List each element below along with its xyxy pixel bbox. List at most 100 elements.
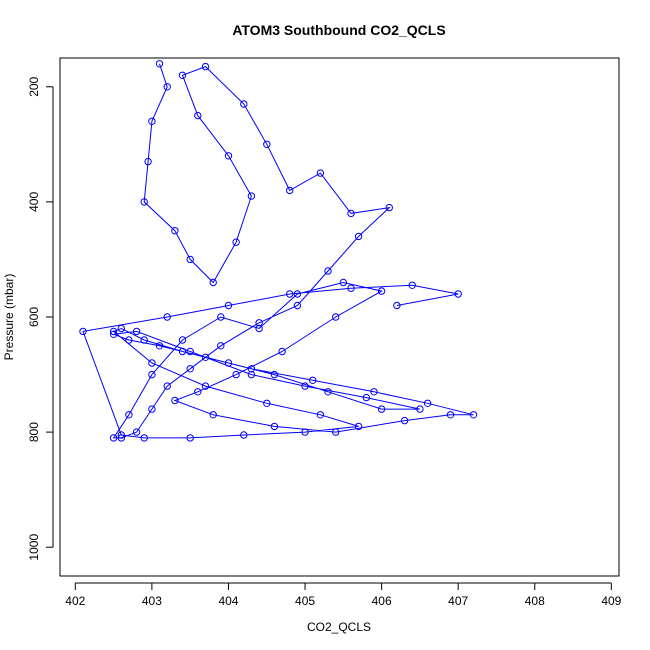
data-point xyxy=(178,336,187,344)
data-point xyxy=(263,399,271,407)
plot-frame xyxy=(59,57,620,577)
y-tick-label: 1000 xyxy=(27,534,41,561)
data-point xyxy=(144,157,152,166)
data-point xyxy=(347,209,355,218)
data-point xyxy=(247,192,256,200)
y-tick-label: 200 xyxy=(27,76,41,96)
data-point xyxy=(79,327,87,336)
data-point xyxy=(194,111,202,120)
data-point xyxy=(132,327,141,336)
data-point xyxy=(201,62,210,71)
data-point xyxy=(385,203,393,212)
data-point xyxy=(469,411,478,419)
data-point xyxy=(270,370,279,379)
data-point xyxy=(163,313,171,321)
data-point xyxy=(117,434,126,442)
x-tick-label: 409 xyxy=(601,594,621,608)
data-point xyxy=(446,411,455,419)
y-tick-label: 800 xyxy=(27,422,41,442)
data-point xyxy=(148,370,156,379)
data-point xyxy=(377,405,386,413)
data-point xyxy=(309,376,317,384)
data-point xyxy=(232,238,240,246)
x-tick-label: 405 xyxy=(295,594,315,608)
data-point xyxy=(370,388,378,396)
x-tick-label: 404 xyxy=(218,594,238,608)
data-point xyxy=(293,290,302,298)
data-point xyxy=(109,434,118,442)
data-point xyxy=(178,347,187,356)
data-point xyxy=(454,290,462,298)
data-point xyxy=(171,227,179,235)
chart-title: ATOM3 Southbound CO2_QCLS xyxy=(232,22,445,38)
data-point xyxy=(194,388,202,396)
y-axis: 200 400 600 800 1000 xyxy=(27,76,54,561)
data-point xyxy=(224,301,233,310)
data-point xyxy=(148,359,156,367)
data-point xyxy=(178,71,187,80)
data-point xyxy=(224,152,233,160)
data-layer xyxy=(79,60,478,442)
data-point xyxy=(109,327,118,336)
data-point xyxy=(217,342,225,350)
x-tick-label: 408 xyxy=(525,594,545,608)
data-point xyxy=(408,281,416,289)
data-point xyxy=(240,100,248,108)
data-point xyxy=(423,399,432,407)
data-point xyxy=(332,428,340,436)
x-tick-label: 407 xyxy=(448,594,468,608)
data-point xyxy=(209,411,217,419)
data-point xyxy=(132,428,141,436)
data-point xyxy=(301,428,309,436)
x-tick-label: 406 xyxy=(372,594,392,608)
data-point xyxy=(148,405,156,413)
data-point xyxy=(301,382,309,390)
data-point xyxy=(332,313,340,321)
y-tick-label: 600 xyxy=(27,307,41,327)
data-point xyxy=(186,255,194,264)
data-point xyxy=(400,416,409,425)
data-point xyxy=(393,301,401,310)
data-point xyxy=(247,370,256,379)
data-point xyxy=(377,287,386,295)
x-axis-label: CO2_QCLS xyxy=(307,620,371,634)
data-point xyxy=(217,313,225,321)
data-point xyxy=(117,431,126,439)
data-point xyxy=(286,290,294,298)
data-point xyxy=(186,365,194,373)
x-axis: 402 403 404 405 406 407 408 409 xyxy=(65,582,622,608)
data-point xyxy=(339,278,347,287)
data-point xyxy=(270,422,279,431)
data-point xyxy=(263,140,271,149)
data-point xyxy=(125,336,133,344)
data-point xyxy=(224,359,233,367)
data-point xyxy=(316,411,325,419)
data-point xyxy=(293,301,302,310)
data-point xyxy=(255,319,263,327)
x-tick-label: 402 xyxy=(65,594,85,608)
y-tick-label: 400 xyxy=(27,192,41,212)
data-point xyxy=(140,434,148,442)
data-point xyxy=(109,330,118,338)
data-point xyxy=(155,342,164,350)
data-point xyxy=(286,186,294,195)
series-line xyxy=(82,63,474,439)
data-point xyxy=(324,388,332,396)
data-point xyxy=(148,117,156,126)
data-point xyxy=(247,365,256,373)
data-point xyxy=(125,411,133,419)
data-point xyxy=(163,83,171,91)
data-point xyxy=(416,405,424,413)
data-point xyxy=(117,324,126,333)
data-point xyxy=(163,382,171,390)
y-axis-label: Pressure (mbar) xyxy=(2,274,16,361)
data-point xyxy=(354,232,363,241)
data-point xyxy=(171,396,179,405)
data-point xyxy=(140,198,148,206)
data-point xyxy=(316,169,325,177)
data-point xyxy=(362,393,370,402)
data-point xyxy=(140,336,148,344)
data-point xyxy=(186,434,194,442)
plot-clip-group xyxy=(79,60,478,442)
